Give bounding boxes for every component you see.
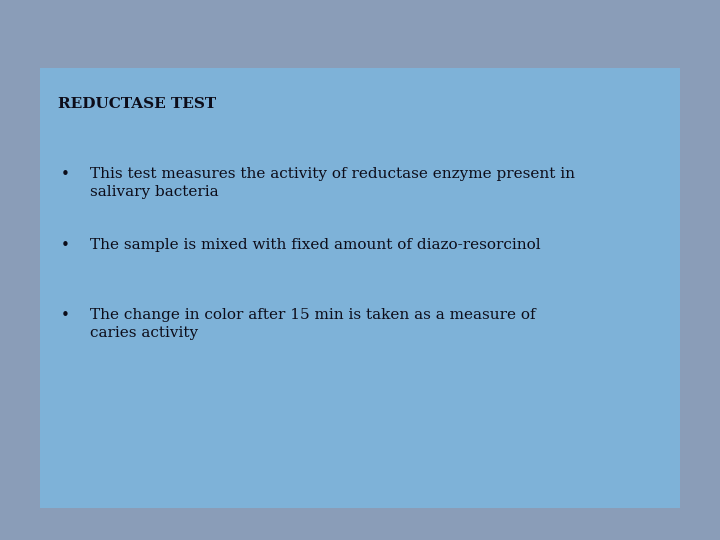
Text: The sample is mixed with fixed amount of diazo-resorcinol: The sample is mixed with fixed amount of…: [90, 238, 541, 252]
Text: This test measures the activity of reductase enzyme present in
salivary bacteria: This test measures the activity of reduc…: [90, 167, 575, 199]
Text: •: •: [61, 308, 70, 323]
Text: •: •: [61, 167, 70, 183]
Text: •: •: [61, 238, 70, 253]
Text: REDUCTASE TEST: REDUCTASE TEST: [58, 97, 216, 111]
FancyBboxPatch shape: [40, 68, 680, 508]
Text: The change in color after 15 min is taken as a measure of
caries activity: The change in color after 15 min is take…: [90, 308, 536, 340]
